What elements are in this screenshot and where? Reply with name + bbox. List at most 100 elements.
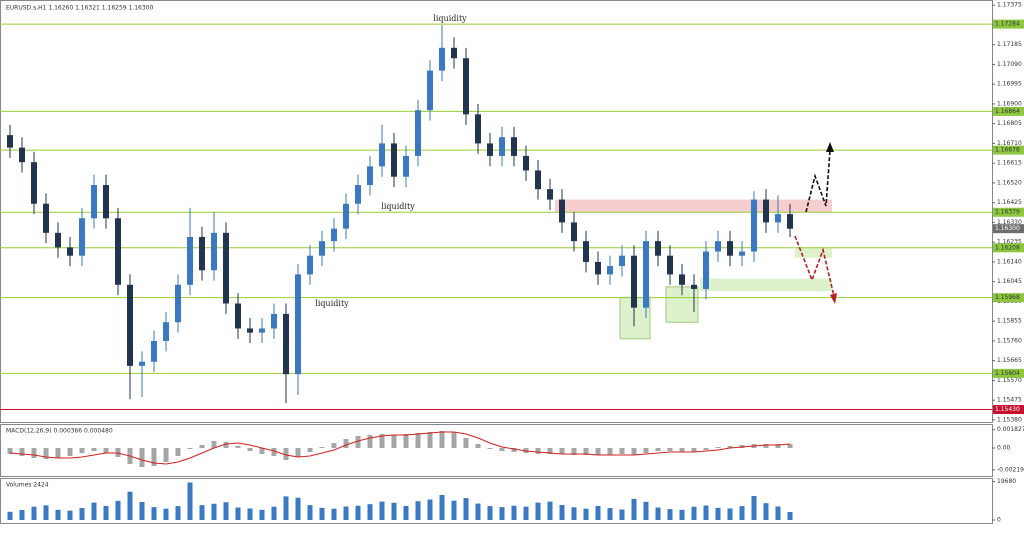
candle-body <box>307 255 313 275</box>
volume-bar <box>619 509 625 520</box>
volume-bar <box>31 506 37 520</box>
y-tick-label: 1.16805 <box>997 120 1022 127</box>
volume-bar <box>199 505 205 520</box>
level-tag <box>993 106 1024 116</box>
macd-bar <box>295 448 301 457</box>
candle-body <box>751 199 757 252</box>
macd-bar <box>775 444 781 448</box>
candle-body <box>127 284 133 366</box>
volume-bar <box>523 506 529 520</box>
candle-body <box>103 185 109 219</box>
macd-bar <box>43 448 49 459</box>
zone <box>795 247 832 258</box>
volume-bar <box>163 508 169 520</box>
candle-body <box>703 251 709 289</box>
symbol-title: EURUSD.s,H1 1.16260 1.16321 1.16259 1.16… <box>6 5 153 12</box>
macd-bar <box>631 448 637 455</box>
macd-bar <box>31 448 37 458</box>
candle-body <box>547 189 553 200</box>
macd-bar <box>199 445 205 448</box>
volume-bar <box>79 508 85 520</box>
candle-body <box>559 199 565 223</box>
candle-body <box>487 143 493 156</box>
macd-bar <box>379 434 385 448</box>
volume-bar <box>259 509 265 520</box>
candle-body <box>67 247 73 256</box>
y-tick-label: 0 <box>997 517 1001 524</box>
volume-bar <box>487 506 493 520</box>
candle-body <box>631 255 637 308</box>
level-tag <box>993 145 1024 155</box>
volume-bar <box>679 509 685 520</box>
volume-bar <box>535 502 541 520</box>
y-tick-label: 1.16235 <box>997 239 1022 246</box>
candle-body <box>763 199 769 223</box>
volume-bar <box>427 499 433 520</box>
candle-body <box>655 241 661 256</box>
bearish-path <box>794 235 835 297</box>
macd-bar <box>691 448 697 452</box>
macd-bar <box>439 431 445 448</box>
macd-bar <box>583 448 589 455</box>
macd-bar <box>403 434 409 448</box>
volume-bar <box>55 509 61 520</box>
macd-bar <box>271 448 277 456</box>
candle-body <box>31 162 37 204</box>
volume-bar <box>367 504 373 520</box>
candle-body <box>739 251 745 256</box>
volume-bar <box>631 498 637 520</box>
candle-body <box>343 203 349 229</box>
volume-bar <box>247 508 253 520</box>
candle-body <box>187 236 193 285</box>
macd-bar <box>247 448 253 451</box>
volume-bar <box>127 491 133 520</box>
macd-bar <box>79 448 85 453</box>
volume-bar <box>475 503 481 520</box>
candle-body <box>355 185 361 204</box>
candle-body <box>175 284 181 323</box>
volume-bar <box>343 506 349 520</box>
y-tick-label: 1.16140 <box>997 258 1022 265</box>
candle-body <box>367 166 373 186</box>
candle-body <box>499 137 505 156</box>
macd-bar <box>355 436 361 448</box>
level-tag <box>993 368 1024 378</box>
volume-bar <box>319 507 325 520</box>
volume-bar <box>595 505 601 520</box>
volume-bar <box>739 506 745 520</box>
main-pane <box>0 0 993 423</box>
y-tick-label: 1.15475 <box>997 397 1022 404</box>
macd-bar <box>547 448 553 454</box>
level-label: 1.16379 <box>995 209 1020 216</box>
volume-bar <box>775 506 781 520</box>
level-tag <box>993 243 1024 253</box>
volume-bar <box>559 504 565 520</box>
y-tick-label: 0.001827 <box>997 426 1024 433</box>
candle-body <box>667 255 673 275</box>
macd-bar <box>619 448 625 454</box>
candle-body <box>79 218 85 256</box>
y-tick-label: 1.15380 <box>997 416 1022 423</box>
candle-body <box>607 266 613 275</box>
y-tick-label: 19680 <box>997 478 1016 485</box>
stop-tag <box>993 405 1024 415</box>
candle-body <box>91 185 97 219</box>
y-tick-label: 1.17185 <box>997 41 1022 48</box>
macd-bar <box>223 442 229 448</box>
arrow-head <box>830 293 837 304</box>
annotation: liquidity <box>433 14 467 23</box>
macd-bar <box>607 448 613 455</box>
level-label: 1.15968 <box>995 294 1020 301</box>
candle-body <box>403 155 409 177</box>
candle-body <box>427 70 433 111</box>
macd-bar <box>235 446 241 448</box>
macd-bar <box>703 448 709 450</box>
candle-body <box>211 232 217 271</box>
volume-bar <box>67 510 73 520</box>
macd-bar <box>139 448 145 467</box>
volume-bar <box>463 498 469 520</box>
candle-body <box>535 170 541 190</box>
y-tick-label: 1.16425 <box>997 199 1022 206</box>
candle-body <box>415 110 421 156</box>
volume-bar <box>691 506 697 520</box>
